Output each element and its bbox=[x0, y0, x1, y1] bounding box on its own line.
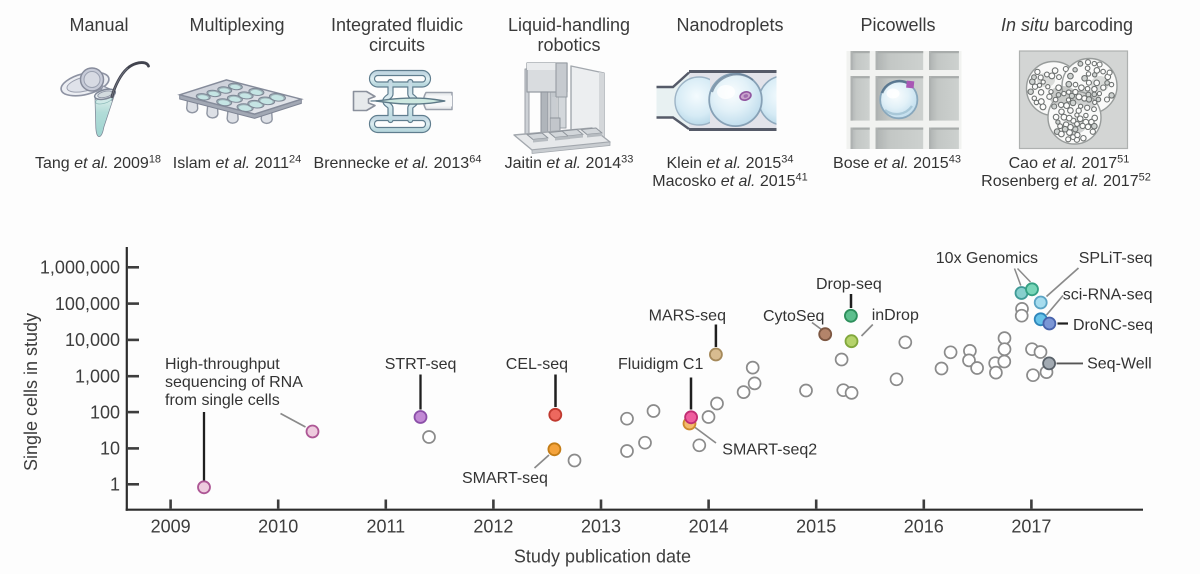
svg-text:1,000: 1,000 bbox=[75, 367, 120, 387]
svg-text:SMART-seq: SMART-seq bbox=[462, 470, 548, 487]
svg-text:100: 100 bbox=[90, 402, 120, 422]
svg-text:Rosenberg et al. 201752: Rosenberg et al. 201752 bbox=[981, 172, 1151, 191]
svg-text:STRT-seq: STRT-seq bbox=[385, 356, 457, 373]
svg-text:circuits: circuits bbox=[369, 35, 425, 55]
svg-text:CEL-seq: CEL-seq bbox=[506, 356, 568, 373]
svg-text:MARS-seq: MARS-seq bbox=[649, 308, 726, 325]
svg-text:10,000: 10,000 bbox=[65, 330, 120, 350]
svg-text:2010: 2010 bbox=[258, 517, 298, 537]
svg-text:1,000,000: 1,000,000 bbox=[40, 258, 120, 278]
svg-text:Picowells: Picowells bbox=[860, 15, 935, 35]
svg-text:sequencing of RNA: sequencing of RNA bbox=[165, 374, 303, 391]
svg-text:High-throughput: High-throughput bbox=[165, 356, 280, 373]
svg-text:Nanodroplets: Nanodroplets bbox=[676, 15, 783, 35]
svg-text:Brennecke et al. 201364: Brennecke et al. 201364 bbox=[314, 154, 482, 173]
svg-text:2017: 2017 bbox=[1011, 517, 1051, 537]
svg-text:Multiplexing: Multiplexing bbox=[189, 15, 284, 35]
svg-text:Jaitin et al. 201433: Jaitin et al. 201433 bbox=[505, 154, 634, 173]
svg-text:10: 10 bbox=[100, 439, 120, 459]
svg-text:sci-RNA-seq: sci-RNA-seq bbox=[1063, 287, 1153, 304]
svg-text:Seq-Well: Seq-Well bbox=[1087, 356, 1152, 373]
svg-text:SPLiT-seq: SPLiT-seq bbox=[1079, 250, 1153, 267]
svg-text:Liquid-handling: Liquid-handling bbox=[508, 15, 630, 35]
svg-text:Bose et al. 201543: Bose et al. 201543 bbox=[833, 154, 961, 173]
svg-text:Cao et al. 201751: Cao et al. 201751 bbox=[1009, 154, 1130, 173]
svg-text:1: 1 bbox=[110, 475, 120, 495]
svg-text:2016: 2016 bbox=[904, 517, 944, 537]
svg-text:2015: 2015 bbox=[796, 517, 836, 537]
svg-text:Fluidigm C1: Fluidigm C1 bbox=[618, 356, 703, 373]
svg-text:2011: 2011 bbox=[366, 517, 405, 537]
svg-text:Manual: Manual bbox=[69, 15, 128, 35]
svg-text:Macosko et al. 201541: Macosko et al. 201541 bbox=[652, 172, 807, 191]
svg-text:DroNC-seq: DroNC-seq bbox=[1073, 317, 1153, 334]
svg-text:Study publication date: Study publication date bbox=[514, 547, 691, 567]
svg-text:2013: 2013 bbox=[581, 517, 621, 537]
svg-text:2012: 2012 bbox=[473, 517, 513, 537]
svg-text:In situ barcoding: In situ barcoding bbox=[1001, 15, 1133, 35]
svg-text:CytoSeq: CytoSeq bbox=[763, 308, 824, 325]
svg-text:SMART-seq2: SMART-seq2 bbox=[722, 442, 817, 459]
svg-text:Klein et al. 201534: Klein et al. 201534 bbox=[666, 154, 793, 173]
svg-text:2009: 2009 bbox=[151, 517, 191, 537]
svg-text:10x Genomics: 10x Genomics bbox=[936, 250, 1038, 267]
svg-text:Drop-seq: Drop-seq bbox=[816, 276, 882, 293]
svg-text:Integrated fluidic: Integrated fluidic bbox=[331, 15, 463, 35]
svg-text:Single cells in study: Single cells in study bbox=[21, 313, 41, 471]
svg-text:Tang et al. 200918: Tang et al. 200918 bbox=[35, 154, 161, 173]
svg-text:Islam et al. 201124: Islam et al. 201124 bbox=[173, 154, 301, 173]
svg-text:inDrop: inDrop bbox=[872, 307, 919, 324]
svg-text:2014: 2014 bbox=[689, 517, 729, 537]
svg-text:robotics: robotics bbox=[537, 35, 600, 55]
svg-text:from single cells: from single cells bbox=[165, 392, 280, 409]
svg-text:100,000: 100,000 bbox=[55, 294, 120, 314]
